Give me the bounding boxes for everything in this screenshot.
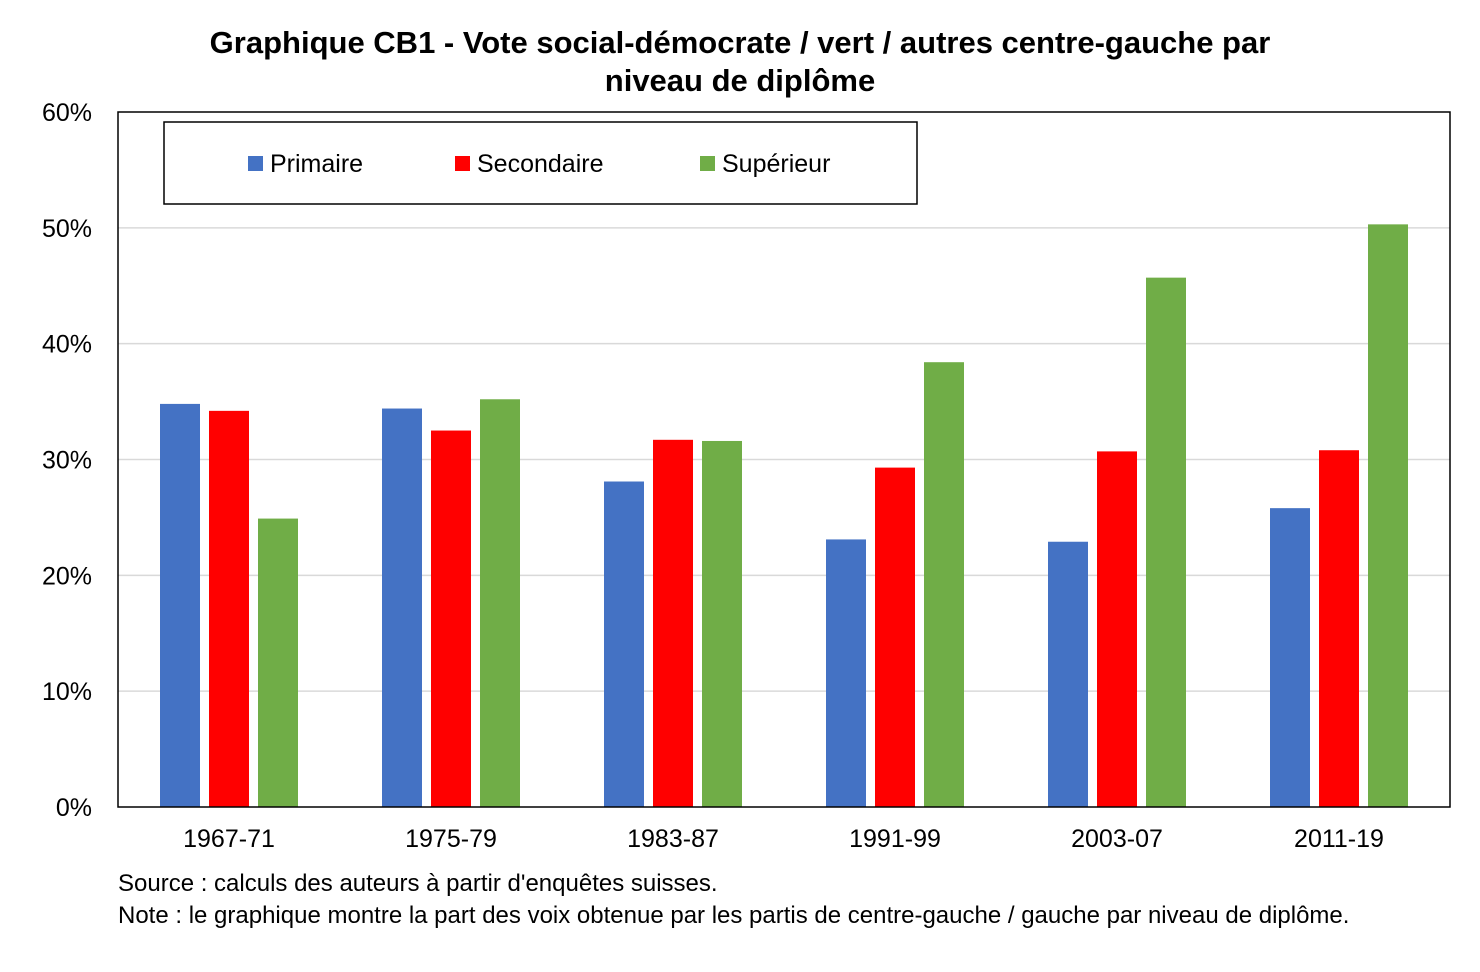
bar-primaire-1991-99: [826, 539, 866, 807]
legend-swatch-supérieur: [700, 156, 715, 171]
y-tick-label: 20%: [42, 562, 92, 590]
x-tick-label: 2011-19: [1294, 825, 1384, 853]
x-tick-label: 2003-07: [1071, 825, 1163, 853]
y-tick-label: 0%: [56, 794, 92, 822]
y-tick-label: 60%: [42, 99, 92, 127]
legend-frame: [163, 121, 918, 205]
chart-title: Graphique CB1 - Vote social-démocrate / …: [0, 24, 1480, 100]
bar-supérieur-2003-07: [1146, 277, 1186, 807]
chart-notes: Source : calculs des auteurs à partir d'…: [118, 868, 1448, 932]
legend-label-secondaire: Secondaire: [477, 150, 603, 178]
bar-primaire-1983-87: [604, 481, 644, 807]
bar-secondaire-1991-99: [875, 467, 915, 807]
bar-supérieur-2011-19: [1368, 224, 1408, 807]
y-tick-label: 40%: [42, 331, 92, 359]
legend-swatch-secondaire: [455, 156, 470, 171]
legend-label-primaire: Primaire: [270, 150, 363, 178]
bar-secondaire-2011-19: [1319, 450, 1359, 807]
source-note: Source : calculs des auteurs à partir d'…: [118, 870, 718, 897]
bar-supérieur-1991-99: [924, 362, 964, 807]
legend-label-supérieur: Supérieur: [722, 150, 830, 178]
bar-secondaire-2003-07: [1097, 451, 1137, 807]
bar-secondaire-1967-71: [209, 410, 249, 807]
plot-area-frame: [117, 111, 1451, 808]
bar-primaire-2003-07: [1048, 541, 1088, 807]
y-axis-tick-labels: 0% 10% 20% 30% 40% 50% 60%: [42, 99, 92, 822]
bar-supérieur-1983-87: [702, 440, 742, 807]
x-tick-label: 1983-87: [627, 825, 719, 853]
bars: [160, 224, 1408, 807]
x-tick-label: 1991-99: [849, 825, 941, 853]
y-tick-label: 10%: [42, 678, 92, 706]
y-tick-label: 30%: [42, 447, 92, 475]
x-axis-tick-labels: 1967-71 1975-79 1983-87 1991-99 2003-07 2011-…: [183, 825, 1384, 853]
y-tick-label: 50%: [42, 215, 92, 243]
explanatory-note: Note : le graphique montre la part des v…: [118, 902, 1350, 929]
bar-primaire-1967-71: [160, 403, 200, 807]
bar-supérieur-1967-71: [258, 518, 298, 807]
chart-title-line-2: niveau de diplôme: [604, 63, 876, 98]
bar-supérieur-1975-79: [480, 399, 520, 807]
bar-primaire-2011-19: [1270, 508, 1310, 807]
legend-swatch-primaire: [248, 156, 263, 171]
gridlines: [118, 227, 1450, 692]
legend: Primaire Secondaire Supérieur: [163, 121, 918, 205]
x-tick-label: 1967-71: [183, 825, 275, 853]
bar-secondaire-1975-79: [431, 430, 471, 807]
chart-title-line-1: Graphique CB1 - Vote social-démocrate / …: [209, 25, 1271, 60]
x-tick-label: 1975-79: [405, 825, 497, 853]
bar-primaire-1975-79: [382, 408, 422, 807]
bar-secondaire-1983-87: [653, 439, 693, 807]
